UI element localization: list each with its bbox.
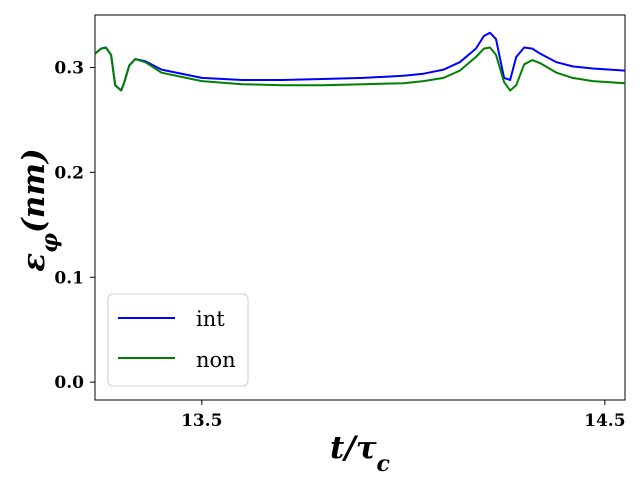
y-tick-label: 0.1 bbox=[54, 268, 84, 288]
y-tick-label: 0.2 bbox=[54, 163, 84, 183]
x-tick-label: 13.5 bbox=[181, 411, 222, 431]
y-axis-ticks: 0.0 0.1 0.2 0.3 bbox=[54, 58, 95, 393]
x-axis-label-group: t/τc bbox=[330, 430, 391, 477]
series-layer bbox=[94, 31, 626, 92]
legend-label-int: int bbox=[196, 307, 225, 331]
y-tick-label: 0.3 bbox=[54, 58, 84, 78]
legend-box bbox=[107, 293, 249, 387]
x-tick-label: 14.5 bbox=[584, 411, 625, 431]
legend-label-non: non bbox=[196, 348, 236, 372]
y-tick-label: 0.0 bbox=[54, 373, 84, 393]
legend: int non bbox=[107, 293, 249, 387]
x-axis-label: t/τc bbox=[330, 430, 391, 477]
series-line-non bbox=[94, 46, 626, 92]
x-axis-ticks: 13.5 14.5 bbox=[181, 400, 626, 431]
